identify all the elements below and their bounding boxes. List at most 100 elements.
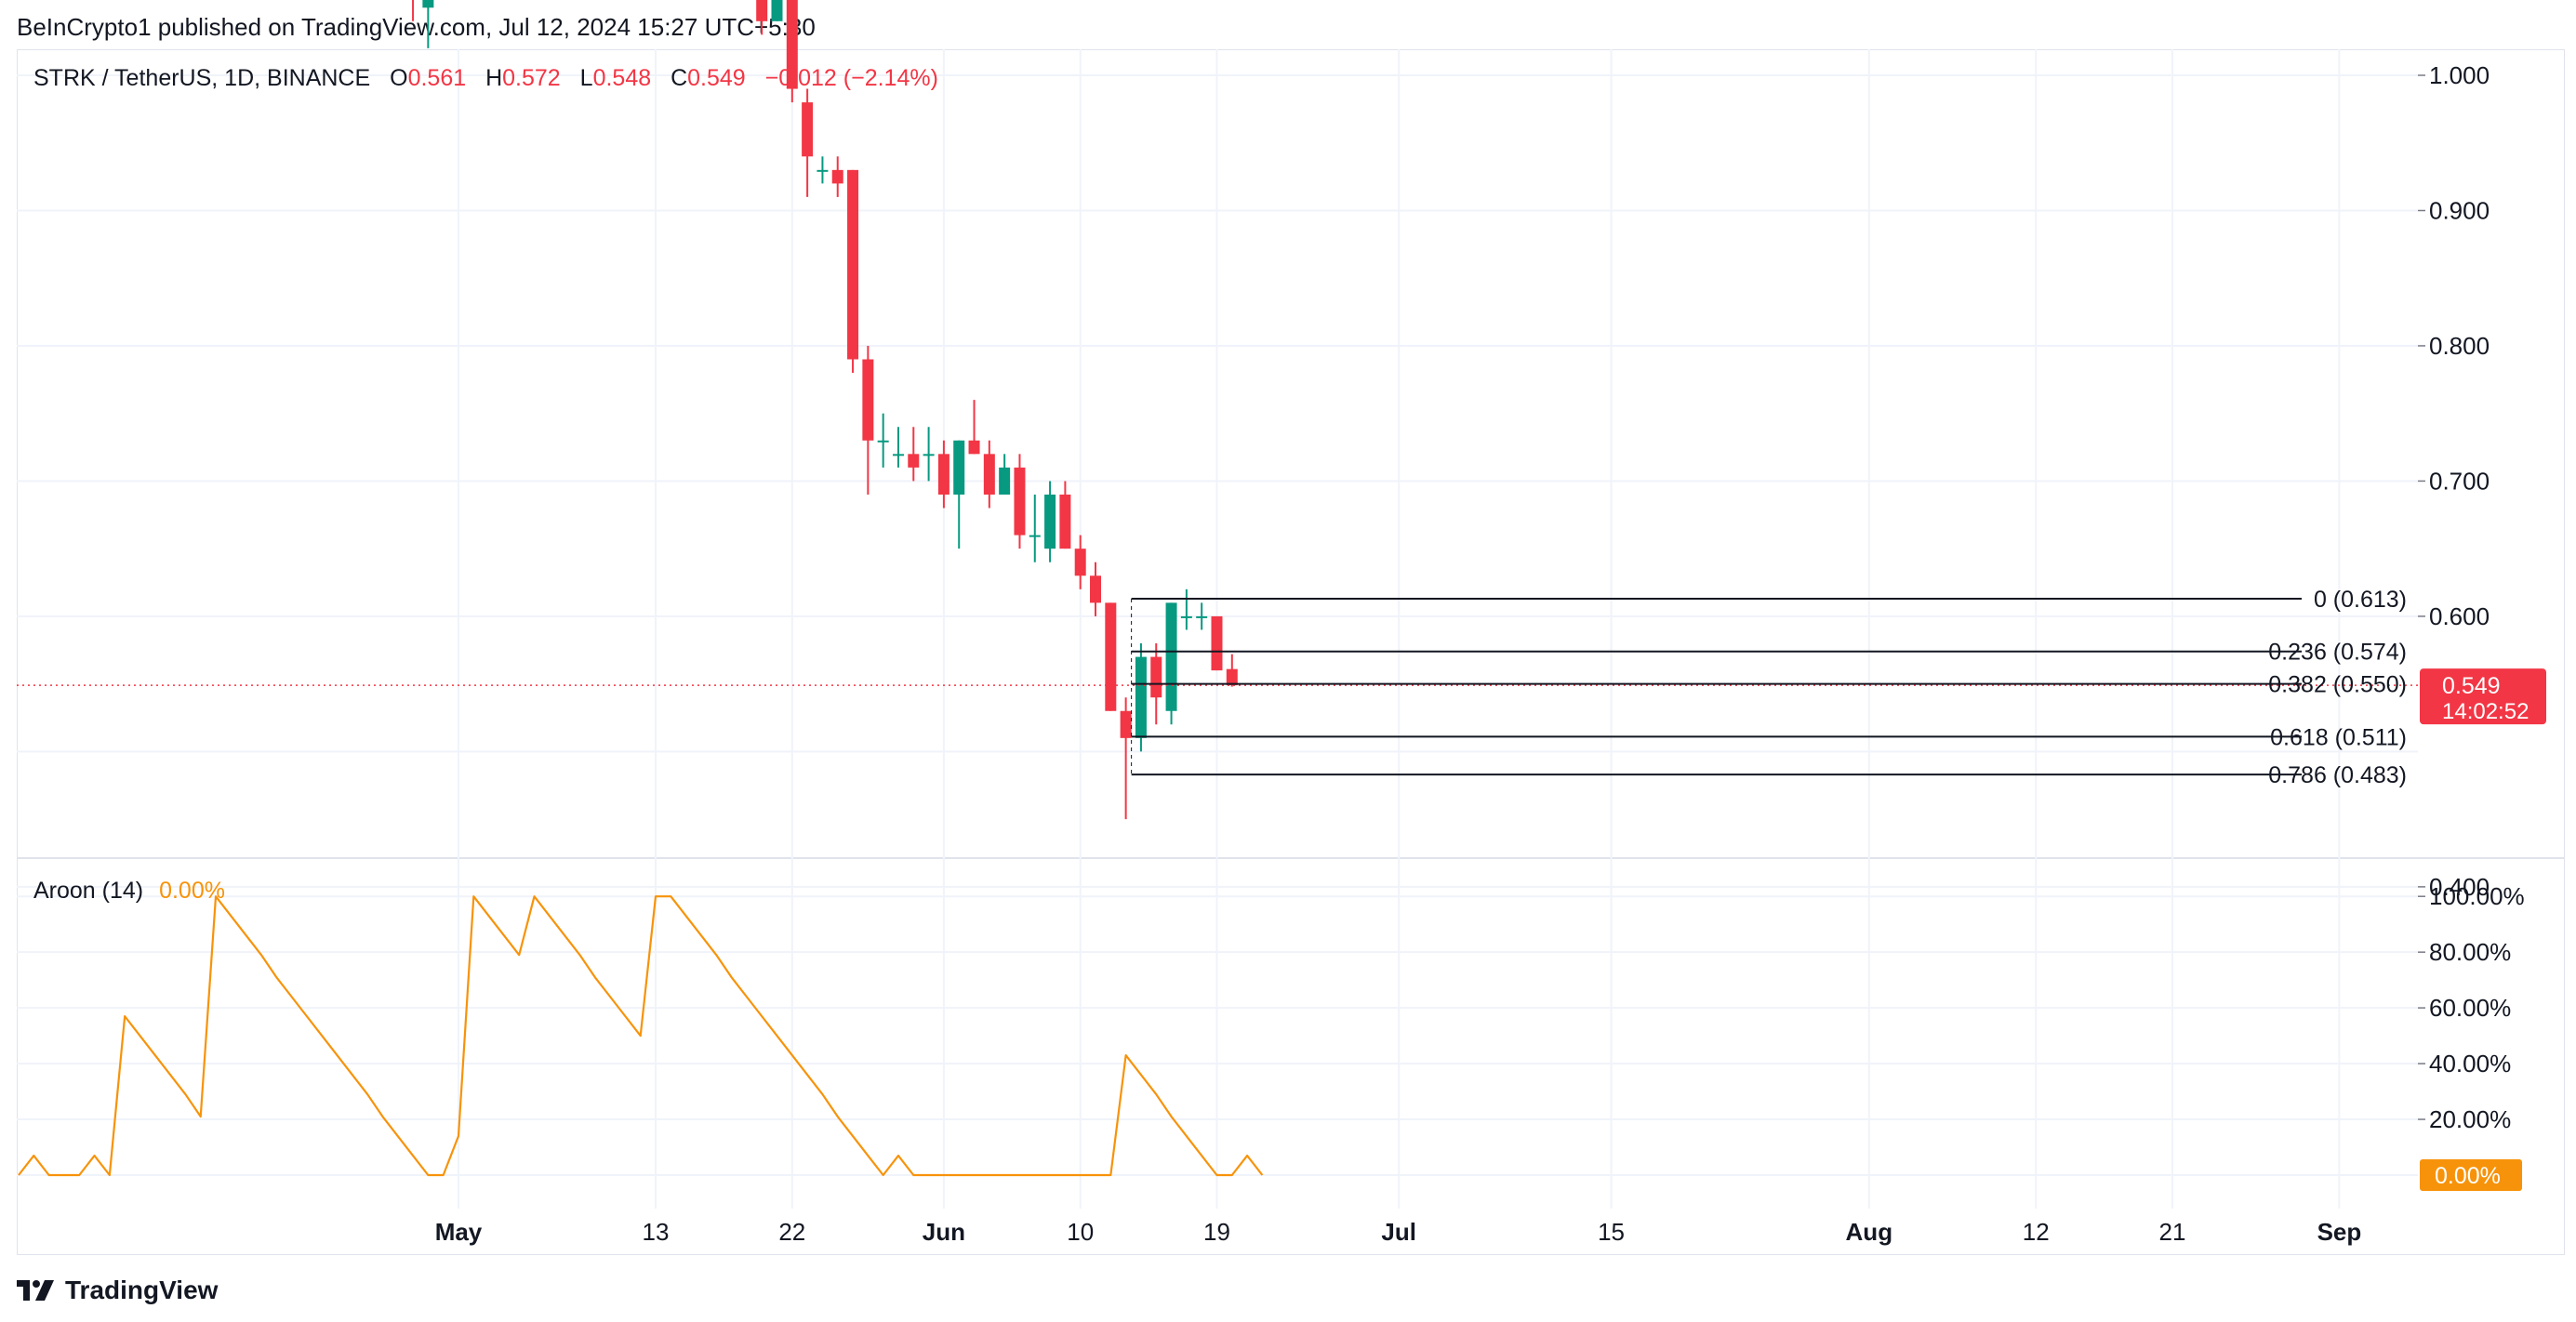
candle-body <box>937 454 949 495</box>
fib-level-label: 0 (0.613) <box>2314 587 2407 613</box>
price-tick-label: 0.400 <box>2429 873 2490 901</box>
candle-body <box>1211 615 1223 671</box>
candle <box>756 0 768 35</box>
time-tick-label: Aug <box>1846 1218 1893 1246</box>
candle <box>831 156 843 197</box>
price-tick-label: 0.700 <box>2429 467 2490 495</box>
candle <box>1180 588 1192 630</box>
close-label: C <box>671 65 688 91</box>
candle <box>412 0 415 21</box>
candle <box>786 0 798 103</box>
candle-body <box>1059 494 1071 549</box>
candle <box>817 156 829 184</box>
fib-level-label: 0.382 (0.550) <box>2268 672 2407 698</box>
brand-name: TradingView <box>65 1276 219 1304</box>
price-tick-label: 1.000 <box>2429 61 2490 89</box>
aroon-title: Aroon (14) <box>33 878 144 904</box>
time-tick-label: 10 <box>1067 1218 1094 1246</box>
aroon-tick-label: 80.00% <box>2429 938 2511 966</box>
candle <box>937 440 949 509</box>
time-tick-label: 19 <box>1203 1218 1230 1246</box>
aroon-tick-label: 60.00% <box>2429 994 2511 1022</box>
high-label: H <box>485 65 503 91</box>
candle <box>1226 654 1238 687</box>
candle <box>862 345 874 495</box>
candle <box>1044 481 1056 562</box>
grid-layer <box>17 49 2565 1209</box>
candle-body <box>1029 535 1041 537</box>
candle <box>1165 602 1177 725</box>
candle-body <box>1150 656 1162 698</box>
candle <box>968 400 980 455</box>
fib-level-label: 0.236 (0.574) <box>2268 640 2407 666</box>
candle-body <box>786 0 798 89</box>
aroon-panel <box>18 895 1264 1177</box>
price-tick-label: 0.900 <box>2429 196 2490 224</box>
candle-body <box>1226 668 1238 686</box>
candle <box>923 427 935 482</box>
candle-body <box>1105 602 1117 711</box>
chart-frame <box>17 49 2565 1255</box>
aroon-badge: 0.00% <box>2420 1159 2522 1191</box>
symbol-title: STRK / TetherUS, 1D, BINANCE <box>33 65 371 91</box>
price-panel <box>17 0 2418 820</box>
candle-body <box>1120 710 1132 738</box>
low-value: 0.548 <box>592 65 652 91</box>
candle <box>422 0 434 48</box>
candle <box>999 454 1011 495</box>
fibonacci-retracement: 0 (0.613) 0.236 (0.574) 0.382 (0.550) 0.618… <box>1131 587 2407 788</box>
candle-body <box>908 454 920 468</box>
candle-body <box>802 102 814 157</box>
time-tick-label: 15 <box>1598 1218 1625 1246</box>
candle-body <box>1074 549 1086 576</box>
candle <box>1074 535 1086 589</box>
candle-body <box>1196 615 1208 618</box>
candle <box>1014 454 1026 549</box>
aroon-value: 0.00% <box>159 878 225 904</box>
candle <box>983 440 995 509</box>
candle-body <box>771 0 783 21</box>
price-tick-label: 0.600 <box>2429 602 2490 630</box>
candle-body <box>1135 656 1147 738</box>
time-tick-label: Jul <box>1381 1218 1416 1246</box>
tradingview-brand[interactable]: TradingView <box>17 1276 218 1305</box>
low-label: L <box>579 65 593 91</box>
candle-body <box>892 454 904 456</box>
aroon-badge-value: 0.00% <box>2435 1163 2501 1189</box>
fib-level-label: 0.786 (0.483) <box>2268 762 2407 788</box>
time-tick-label: May <box>435 1218 483 1246</box>
price-tick-label: 0.800 <box>2429 332 2490 360</box>
last-price-badge-value: 0.549 <box>2442 673 2501 699</box>
candle-body <box>983 454 995 495</box>
candle-body <box>831 169 843 184</box>
publisher-line: BeInCrypto1 published on TradingView.com… <box>17 13 816 41</box>
candle-body <box>1165 602 1177 711</box>
candle <box>908 427 920 482</box>
aroon-legend[interactable]: Aroon (14) 0.00% <box>33 878 225 905</box>
candle <box>1059 481 1071 549</box>
candle-body <box>1044 494 1056 549</box>
candle <box>802 88 814 197</box>
candle <box>1120 697 1132 820</box>
candle-body <box>999 467 1011 495</box>
candle-body <box>862 359 874 441</box>
aroon-badge-bg <box>2420 1159 2522 1191</box>
time-tick-label: 13 <box>643 1218 670 1246</box>
candle <box>1196 602 1208 630</box>
candle-body <box>953 440 965 495</box>
candle-body <box>877 440 889 443</box>
candle <box>1135 643 1147 752</box>
candle-body <box>1014 467 1026 535</box>
tradingview-logo-icon <box>17 1280 54 1301</box>
countdown-badge-value: 14:02:52 <box>2442 699 2529 724</box>
candle-body <box>923 454 935 456</box>
candle <box>771 0 783 21</box>
candle <box>953 440 965 549</box>
time-tick-label: 22 <box>778 1218 805 1246</box>
symbol-legend[interactable]: STRK / TetherUS, 1D, BINANCE O0.561 H0.5… <box>33 65 938 92</box>
aroon-tick-label: 40.00% <box>2429 1050 2511 1077</box>
open-label: O <box>390 65 408 91</box>
